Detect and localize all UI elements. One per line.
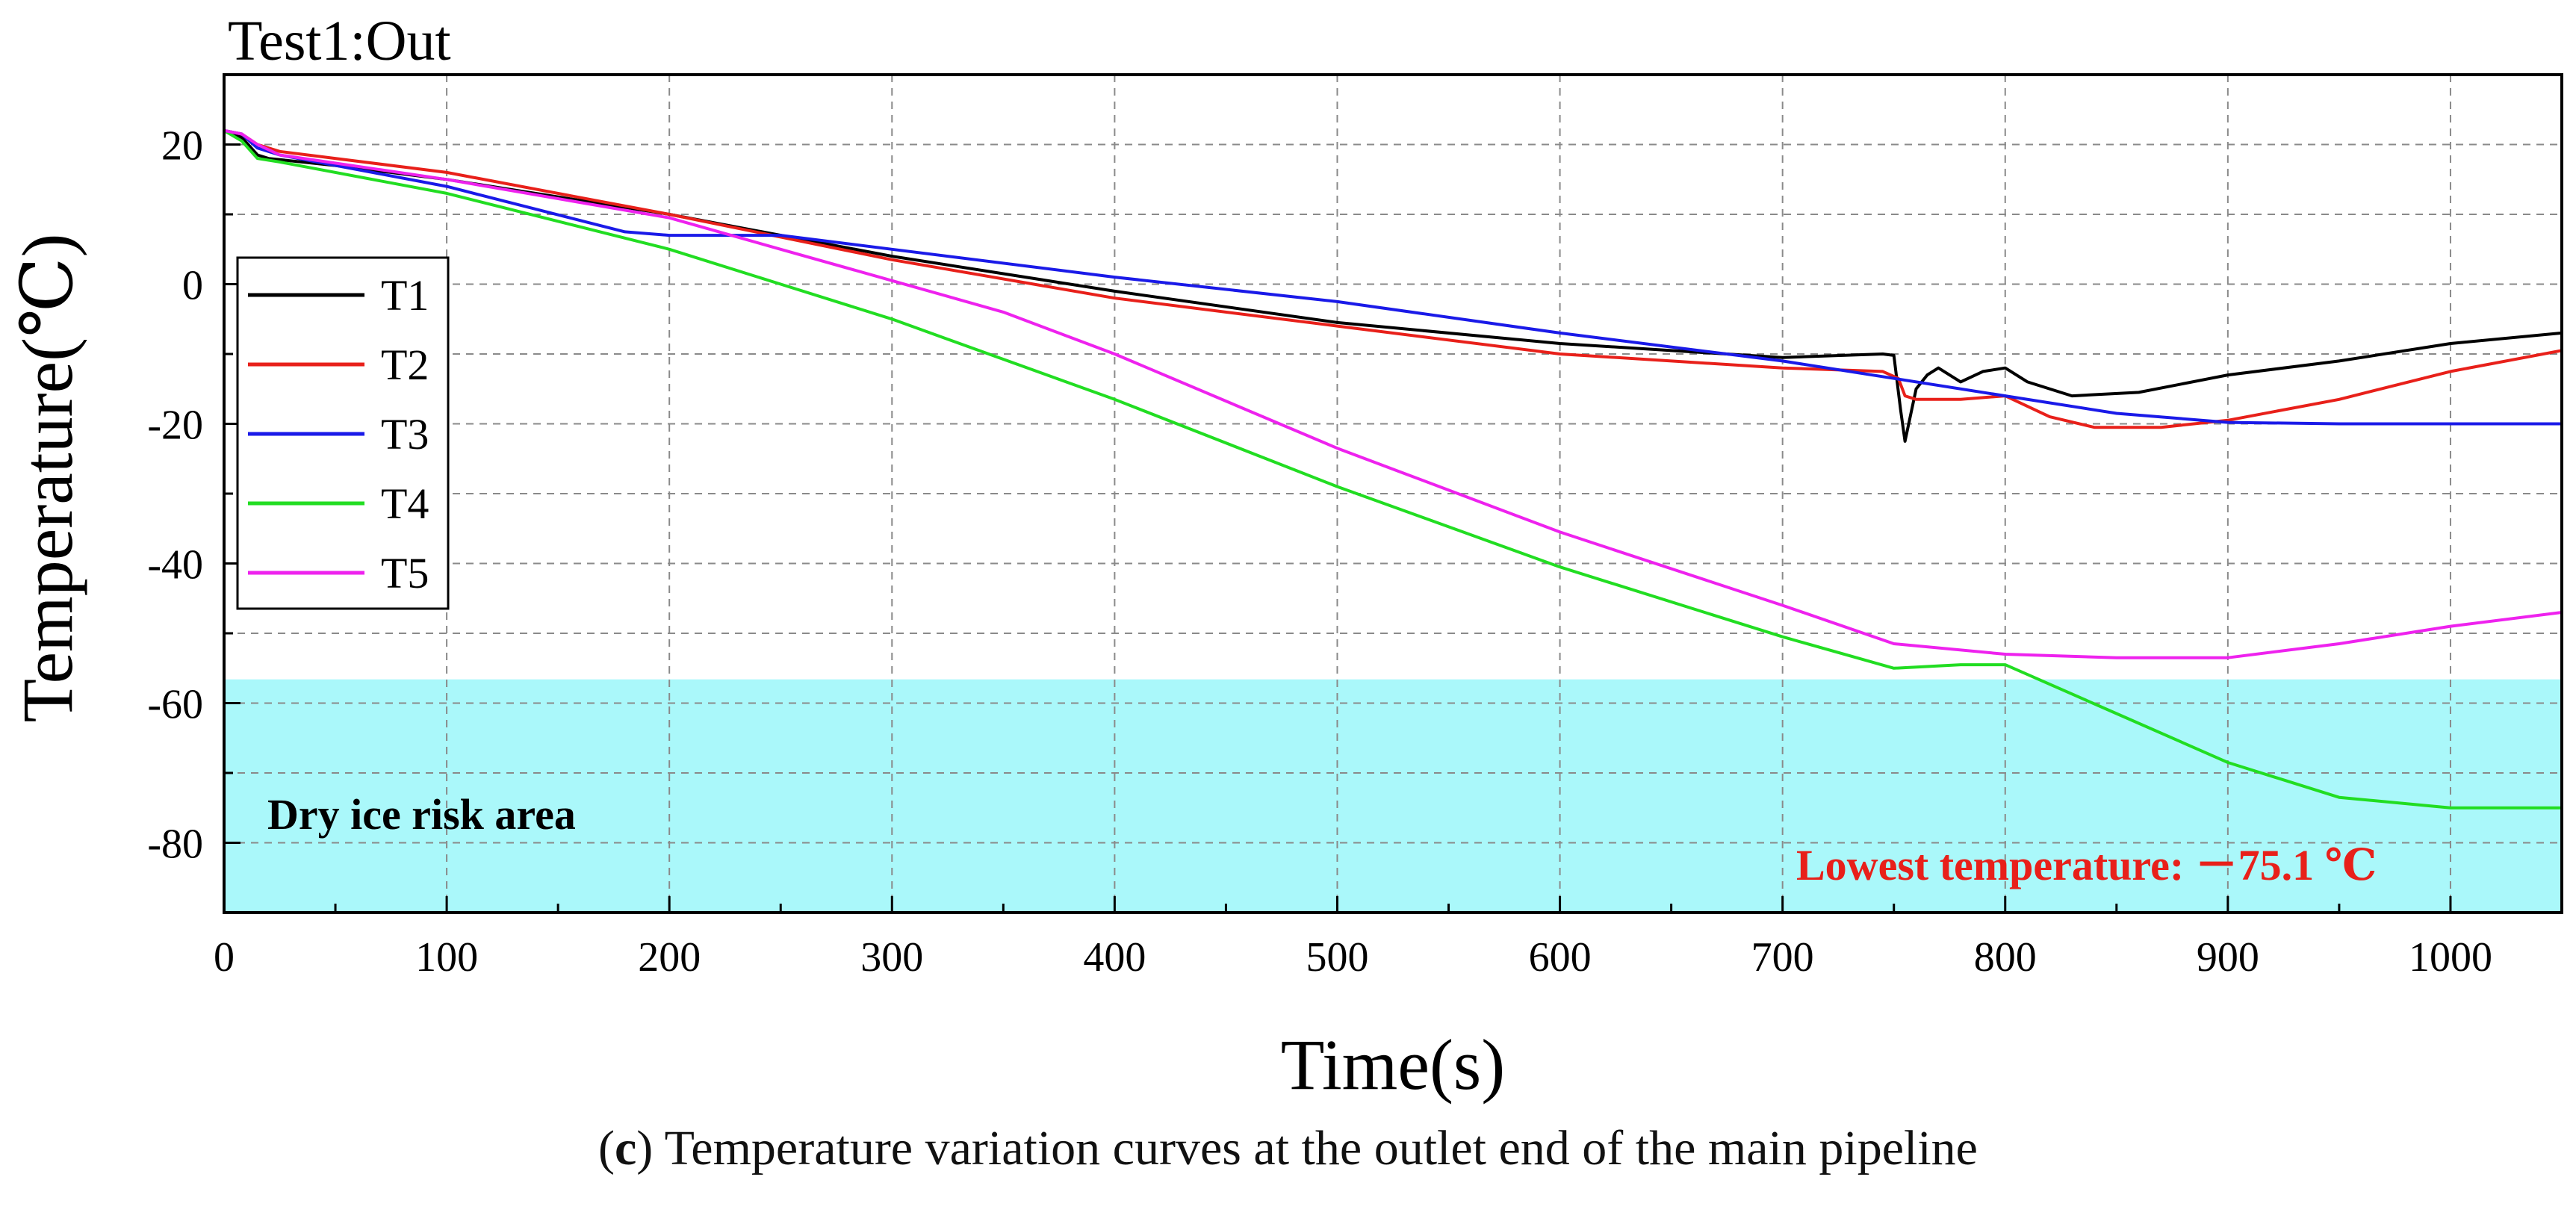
y-tick-label: -80 [147, 821, 203, 868]
legend-label-T5: T5 [381, 549, 429, 597]
grid [224, 74, 2562, 913]
x-tick-label: 1000 [2409, 934, 2492, 981]
figure-caption: (c) Temperature variation curves at the … [598, 1121, 1978, 1175]
x-tick-label: 500 [1306, 934, 1368, 981]
y-tick-label: 0 [182, 263, 203, 309]
caption-text: Temperature variation curves at the outl… [653, 1121, 1978, 1175]
legend-label-T2: T2 [381, 341, 429, 389]
y-tick-label: 20 [161, 123, 203, 170]
x-tick-label: 200 [638, 934, 701, 981]
x-tick-labels: 0 100 200 300 400 500 600 700 800 900 1000 [214, 934, 2492, 981]
y-axis-label: Temperature(℃) [7, 234, 87, 723]
series-line-T4 [224, 128, 2562, 810]
y-tick-label: -20 [147, 403, 203, 449]
axis-ticks [223, 73, 2563, 914]
x-tick-label: 700 [1751, 934, 1814, 981]
legend-label-T1: T1 [381, 271, 429, 320]
legend: T1 T2 T3 T4 T5 [236, 256, 450, 610]
caption-label: c [615, 1121, 637, 1175]
x-tick-label: 900 [2197, 934, 2259, 981]
y-tick-labels: 20 0 -20 -40 -60 -80 [147, 123, 203, 868]
x-tick-label: 600 [1529, 934, 1592, 981]
series-line-T5 [224, 128, 2562, 659]
series-line-T3 [224, 128, 2562, 426]
risk-area-label: Dry ice risk area [267, 790, 576, 839]
x-tick-label: 800 [1974, 934, 2037, 981]
chart-title: Test1:Out [228, 10, 451, 72]
legend-label-T4: T4 [381, 479, 429, 528]
legend-label-T3: T3 [381, 410, 429, 459]
x-tick-label: 100 [415, 934, 478, 981]
series-line-T2 [224, 128, 2562, 429]
x-tick-label: 300 [860, 934, 923, 981]
y-tick-label: -60 [147, 682, 203, 728]
lowest-temperature-annotation: Lowest temperature: －75.1 ℃ [1796, 841, 2377, 889]
x-axis-label: Time(s) [1281, 1025, 1506, 1105]
x-tick-label: 0 [214, 934, 235, 981]
series-lines [224, 128, 2562, 810]
dry-ice-risk-area [224, 679, 2562, 913]
series-line-T1 [224, 128, 2562, 443]
y-tick-label: -40 [147, 542, 203, 588]
x-tick-label: 400 [1083, 934, 1146, 981]
